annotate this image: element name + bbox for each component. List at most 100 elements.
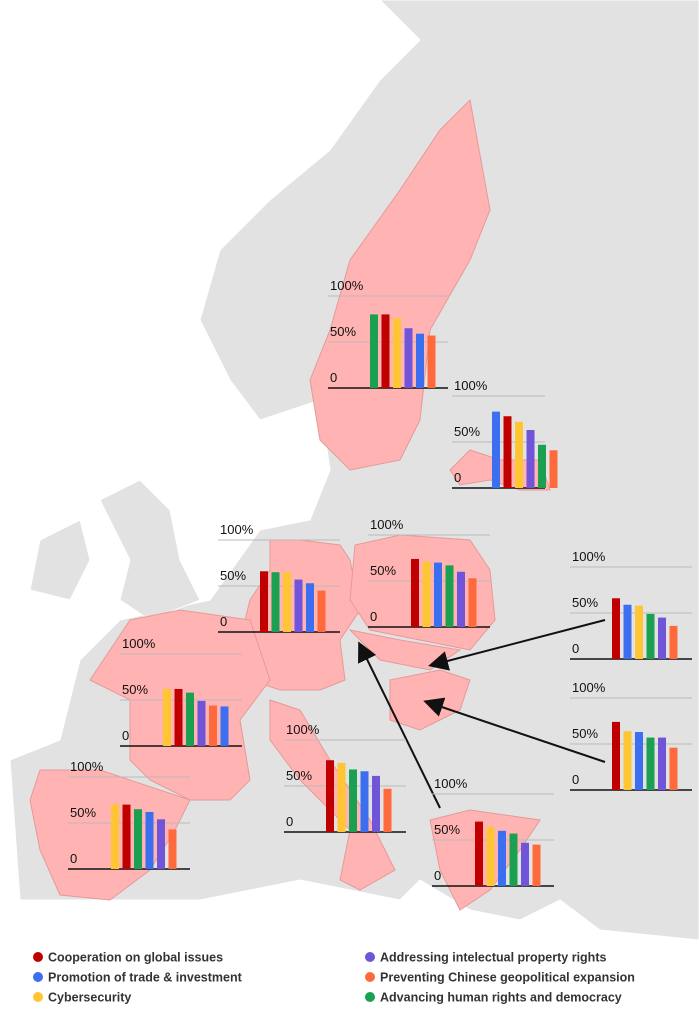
bar bbox=[337, 763, 346, 832]
bar bbox=[393, 318, 401, 388]
bar bbox=[372, 775, 380, 832]
mini-chart: 0 50% 100% bbox=[570, 549, 692, 660]
legend-swatch bbox=[365, 992, 375, 1002]
y-tick-label: 100% bbox=[286, 722, 320, 737]
y-tick-label: 100% bbox=[220, 522, 254, 537]
y-tick-label: 0 bbox=[122, 728, 129, 743]
legend-swatch bbox=[365, 952, 375, 962]
y-tick-label: 100% bbox=[434, 776, 468, 791]
bar bbox=[669, 625, 678, 659]
bar bbox=[411, 558, 419, 627]
bar bbox=[486, 827, 495, 886]
bar bbox=[197, 700, 206, 746]
y-tick-label: 50% bbox=[370, 563, 396, 578]
bar bbox=[271, 572, 280, 632]
legend-label: Addressing intelectual property rights bbox=[380, 951, 606, 965]
bar bbox=[381, 314, 390, 388]
bar bbox=[427, 335, 436, 388]
bar bbox=[635, 605, 643, 659]
y-tick-label: 50% bbox=[286, 768, 312, 783]
bar bbox=[515, 421, 523, 488]
y-tick-label: 100% bbox=[370, 517, 404, 532]
charts: 0 50% 100% 0 50% 100% 0 50% 100% 0 50% 100% 0 50% 100%… bbox=[68, 278, 692, 887]
arrows bbox=[358, 619, 606, 809]
bar bbox=[509, 833, 518, 886]
mini-chart: 0 50% 100% bbox=[120, 636, 242, 747]
mini-chart: 0 50% 100% bbox=[570, 680, 692, 791]
bar bbox=[475, 821, 483, 886]
legend-label: Preventing Chinese geopolitical expansio… bbox=[380, 971, 635, 985]
bar bbox=[168, 829, 177, 869]
bar bbox=[521, 842, 529, 886]
y-tick-label: 100% bbox=[122, 636, 156, 651]
bar bbox=[503, 416, 512, 488]
y-tick-label: 0 bbox=[370, 609, 377, 624]
legend-swatch bbox=[33, 952, 43, 962]
y-tick-label: 100% bbox=[454, 378, 488, 393]
y-tick-label: 0 bbox=[434, 868, 441, 883]
y-tick-label: 0 bbox=[286, 814, 293, 829]
y-tick-label: 50% bbox=[454, 424, 480, 439]
bar bbox=[623, 731, 632, 790]
bar bbox=[492, 411, 500, 488]
bar bbox=[157, 819, 165, 869]
legend-swatch bbox=[33, 972, 43, 982]
y-tick-label: 100% bbox=[70, 759, 104, 774]
bar bbox=[646, 737, 655, 790]
y-tick-label: 0 bbox=[454, 470, 461, 485]
mini-chart: 0 50% 100% bbox=[432, 776, 554, 887]
bar bbox=[658, 737, 666, 790]
mini-chart: 0 50% 100% bbox=[68, 759, 190, 870]
bar bbox=[468, 578, 477, 627]
mini-chart: 0 50% 100% bbox=[368, 517, 490, 628]
bar bbox=[317, 590, 326, 632]
y-tick-label: 50% bbox=[434, 822, 460, 837]
bar bbox=[416, 333, 424, 388]
bar bbox=[220, 706, 229, 746]
bar bbox=[549, 450, 558, 488]
y-tick-label: 0 bbox=[572, 641, 579, 656]
bar bbox=[532, 844, 541, 886]
bar bbox=[422, 561, 431, 627]
y-tick-label: 50% bbox=[70, 805, 96, 820]
mini-chart: 0 50% 100% bbox=[452, 378, 558, 489]
y-tick-label: 0 bbox=[572, 772, 579, 787]
y-tick-label: 0 bbox=[70, 851, 77, 866]
bar bbox=[326, 760, 334, 832]
bar bbox=[111, 804, 119, 869]
legend-label: Cooperation on global issues bbox=[48, 951, 223, 965]
arrow bbox=[428, 619, 606, 671]
bar bbox=[283, 572, 291, 632]
bar bbox=[174, 688, 183, 746]
bar bbox=[457, 571, 465, 627]
bar bbox=[538, 444, 546, 488]
bar bbox=[122, 804, 131, 869]
mini-chart: 0 50% 100% bbox=[328, 278, 448, 389]
bar bbox=[306, 583, 314, 632]
y-tick-label: 50% bbox=[220, 568, 246, 583]
y-tick-label: 50% bbox=[572, 726, 598, 741]
bar bbox=[612, 598, 620, 659]
y-tick-label: 50% bbox=[572, 595, 598, 610]
y-tick-label: 50% bbox=[330, 324, 356, 339]
y-tick-label: 0 bbox=[330, 370, 337, 385]
legend-swatch bbox=[33, 992, 43, 1002]
mini-chart: 0 50% 100% bbox=[284, 722, 406, 833]
arrow bbox=[358, 641, 441, 809]
bar bbox=[526, 430, 535, 488]
bar bbox=[134, 809, 142, 869]
legend-label: Advancing human rights and democracy bbox=[380, 991, 622, 1005]
bar bbox=[445, 565, 454, 627]
bar bbox=[186, 692, 194, 746]
bar bbox=[370, 314, 378, 388]
bar bbox=[669, 747, 678, 790]
legend-label: Cybersecurity bbox=[48, 991, 131, 1005]
bar bbox=[646, 613, 655, 659]
bar bbox=[163, 688, 171, 746]
bar bbox=[260, 571, 268, 632]
bar bbox=[404, 328, 413, 388]
y-tick-label: 100% bbox=[330, 278, 364, 293]
bar bbox=[145, 811, 154, 869]
legend-label: Promotion of trade & investment bbox=[48, 971, 243, 985]
